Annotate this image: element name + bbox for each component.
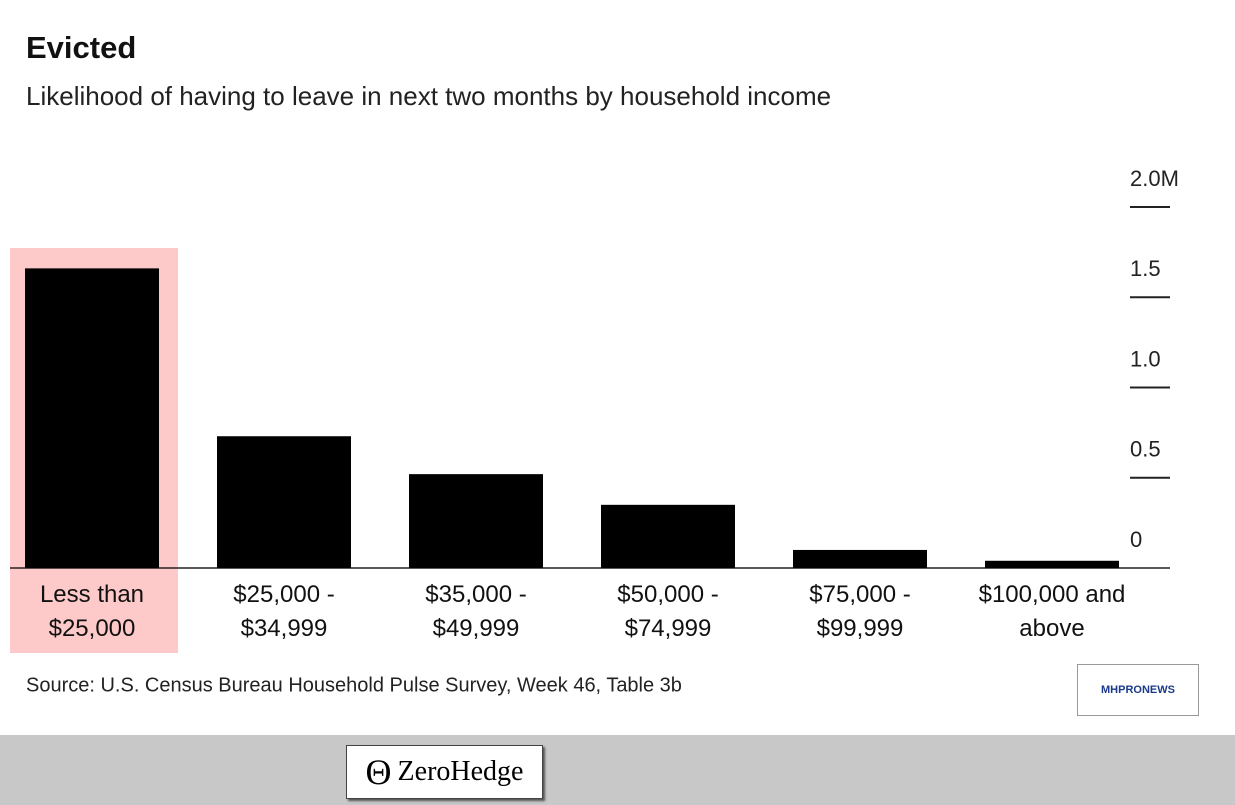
footer-bar	[0, 735, 1235, 805]
source: Source: U.S. Census Bureau Household Pul…	[26, 674, 682, 696]
y-tick-label: 1.5	[1130, 256, 1161, 281]
x-tick-label: $50,000 - $74,999	[617, 581, 719, 642]
chart: Evicted Likelihood of having to leave in…	[10, 30, 1179, 696]
watermark-logo: MHPRONEWS	[1077, 664, 1199, 716]
x-tick-label: $100,000 and above	[978, 581, 1126, 642]
bar	[985, 560, 1119, 568]
x-tick-label: $75,000 - $99,999	[809, 581, 911, 642]
brand-name: ZeroHedge	[397, 756, 524, 787]
chart-subtitle: Likelihood of having to leave in next tw…	[26, 81, 831, 111]
bar	[601, 504, 735, 568]
y-tick-label: 0.5	[1130, 437, 1161, 462]
bar	[217, 436, 351, 568]
x-tick-label: Less than $25,000	[39, 581, 145, 642]
brand-mark: Θ	[365, 752, 392, 792]
y-tick-label: 1.0	[1130, 346, 1161, 371]
y-tick-label: 2.0M	[1130, 166, 1179, 191]
bar	[793, 549, 927, 568]
x-tick-label: $25,000 - $34,999	[233, 581, 335, 642]
bar	[409, 474, 543, 568]
chart-title: Evicted	[26, 30, 136, 65]
x-tick-label: $35,000 - $49,999	[425, 581, 527, 642]
brand-logo: Θ ZeroHedge	[346, 745, 543, 799]
y-tick-label: 0	[1130, 527, 1142, 552]
bar	[25, 268, 159, 568]
